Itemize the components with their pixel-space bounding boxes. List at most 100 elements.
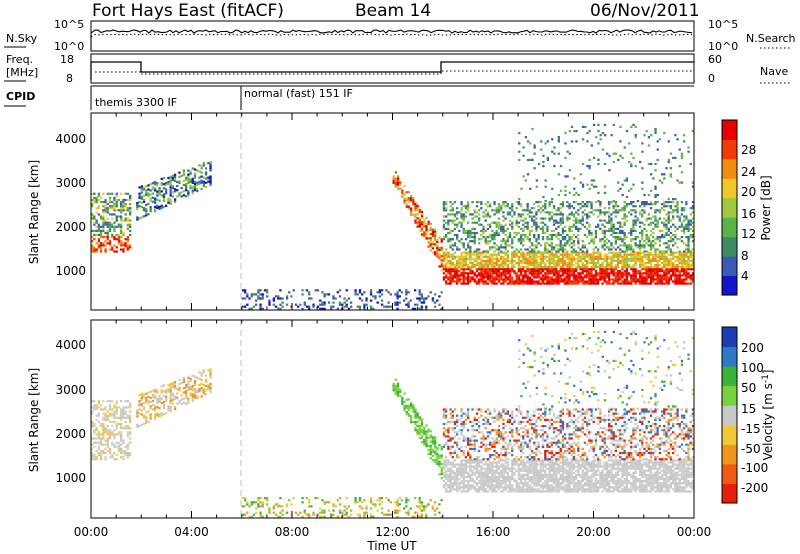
velocity-cell-early [108, 400, 112, 403]
velocity-cell-descend [414, 416, 417, 419]
power-cell-main [625, 276, 628, 279]
power-cell-upper [445, 203, 448, 206]
velocity-cell-descend [423, 438, 426, 442]
power-cell-upper [495, 229, 498, 232]
power-cell-upper [561, 221, 565, 224]
power-cell-low [321, 301, 324, 304]
velocity-cell-main [464, 467, 468, 470]
power-cell-upper [572, 242, 576, 245]
power-cell-main [471, 253, 474, 256]
velocity-cell-early [108, 406, 112, 409]
power-cell-main [568, 255, 571, 258]
power-cell-upper [678, 225, 681, 228]
power-cell-main [649, 268, 653, 271]
power-cell-low [433, 305, 437, 308]
power-cell-main [524, 274, 527, 277]
power-cell-descend [420, 212, 424, 216]
velocity-cell-low [308, 505, 311, 508]
power-cell-early [102, 209, 105, 212]
power-cell-upper [621, 209, 624, 212]
power-cell-far [551, 187, 554, 190]
power-cell-climb [204, 177, 208, 180]
power-cell-far [568, 130, 571, 133]
power-cell-upper [533, 221, 536, 224]
velocity-cell-climb [167, 404, 170, 408]
power-cell-main [577, 272, 580, 275]
power-cell-low [285, 297, 289, 300]
power-cell-low [305, 289, 309, 292]
power-cell-main [625, 272, 628, 275]
power-cell-upper [616, 227, 620, 230]
power-cell-far [553, 146, 556, 149]
velocity-cell-low [418, 505, 421, 508]
power-cell-early [97, 205, 100, 208]
power-cell-upper [495, 231, 498, 235]
velocity-cell-climb [156, 389, 159, 392]
velocity-cell-low [297, 513, 300, 516]
power-cell-low [363, 291, 366, 294]
velocity-cell-climb [202, 390, 205, 393]
power-cell-far [531, 127, 534, 131]
velocity-cell-low [246, 501, 249, 504]
velocity-cell-descend [429, 430, 432, 433]
power-cell-main [630, 282, 633, 285]
velocity-cell-low [394, 509, 397, 512]
power-cell-upper [634, 229, 637, 232]
power-cell-climb [182, 190, 186, 193]
velocity-cell-low [266, 497, 269, 500]
power-cell-main [649, 276, 653, 279]
power-cell-upper [590, 207, 593, 210]
power-cell-main [616, 276, 620, 279]
power-cell-upper [467, 246, 470, 249]
power-cell-early [97, 213, 100, 216]
power-cell-main [641, 272, 644, 275]
power-cell-upper [530, 211, 534, 214]
power-cell-far [691, 130, 695, 133]
power-cell-main [647, 272, 650, 275]
power-cell-early [124, 203, 127, 206]
velocity-cell-early [115, 458, 118, 461]
power-cell-upper [511, 203, 514, 206]
power-cell-climb [136, 218, 139, 221]
power-cell-main [568, 266, 571, 269]
power-cell-main [530, 272, 534, 275]
power-cell-main [480, 259, 483, 262]
power-cell-main [500, 261, 503, 265]
power-cell-descend [440, 259, 443, 262]
power-cell-early [93, 196, 96, 199]
velocity-cell-climb [138, 402, 141, 405]
velocity-cell-early [102, 422, 105, 426]
velocity-cell-early [106, 437, 109, 440]
power-cell-far [641, 142, 644, 145]
power-cell-upper [442, 207, 446, 210]
power-cell-far [645, 130, 648, 133]
power-cell-early [91, 198, 94, 202]
power-cell-main [597, 253, 600, 256]
power-cell-upper [491, 209, 494, 212]
power-cell-early [122, 244, 125, 247]
power-cell-upper [665, 227, 668, 230]
velocity-cell-climb [160, 414, 163, 417]
power-cell-main [627, 264, 631, 267]
power-cell-upper [579, 219, 582, 222]
velocity-cell-climb [154, 407, 157, 410]
power-cell-main [678, 259, 681, 262]
power-cell-descend [434, 236, 437, 239]
power-cell-main [583, 251, 587, 254]
power-cell-upper [590, 203, 593, 206]
power-cell-upper [526, 248, 529, 251]
power-cell-upper [683, 219, 686, 222]
velocity-cell-descend [438, 464, 441, 468]
power-cell-main [497, 280, 501, 283]
power-cell-upper [471, 201, 474, 204]
power-cell-descend [401, 195, 404, 198]
power-cell-main [458, 264, 461, 267]
power-cell-main [522, 276, 525, 279]
power-cell-climb [189, 178, 192, 181]
power-cell-climb [200, 165, 203, 168]
velocity-cell-climb [207, 369, 210, 372]
power-cell-far [630, 152, 633, 155]
power-cell-upper [473, 215, 476, 218]
velocity-cell-main [482, 463, 485, 466]
power-cell-main [493, 268, 496, 271]
